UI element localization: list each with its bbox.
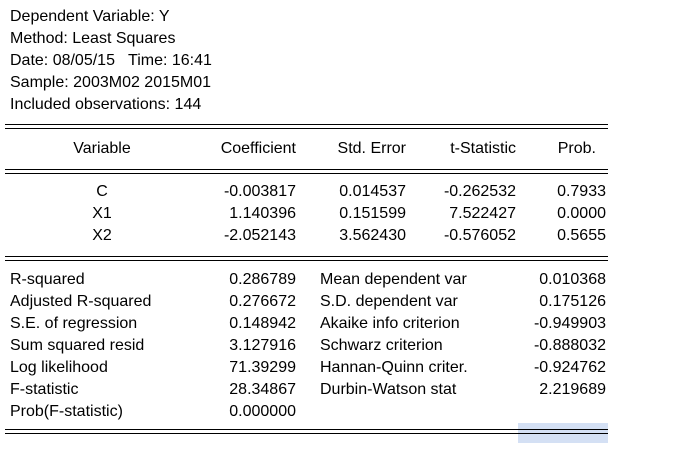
table-bottom-rule-2 — [5, 433, 608, 434]
stat-label: R-squared — [10, 271, 85, 288]
variable-cell: X1 — [92, 205, 112, 222]
stat-value: 3.127916 — [229, 337, 296, 354]
stat-value: 28.34867 — [229, 381, 296, 398]
stat-label: Mean dependent var — [320, 271, 467, 288]
std-error-cell: 0.014537 — [339, 183, 406, 200]
column-header-coefficient: Coefficient — [220, 140, 296, 157]
variable-cell: X2 — [92, 227, 112, 244]
stat-label: F-statistic — [10, 381, 79, 398]
t-statistic-cell: -0.262532 — [443, 183, 516, 200]
column-header-std-error: Std. Error — [337, 140, 406, 157]
stat-label: S.E. of regression — [10, 315, 138, 332]
stat-label: Adjusted R-squared — [10, 293, 152, 310]
std-error-cell: 3.562430 — [339, 227, 406, 244]
stat-value: 0.148942 — [229, 315, 296, 332]
stat-value: 0.276672 — [229, 293, 296, 310]
sample-line: Sample: 2003M02 2015M01 — [10, 74, 212, 91]
stat-value: 0.000000 — [229, 403, 296, 420]
t-statistic-cell: 7.522427 — [449, 205, 516, 222]
t-statistic-cell: -0.576052 — [443, 227, 516, 244]
stats-rule — [5, 256, 608, 257]
table-top-rule-2 — [5, 128, 608, 129]
table-bottom-rule — [5, 429, 608, 430]
date-time-line: Date: 08/05/15 Time: 16:41 — [10, 52, 212, 69]
variable-cell: C — [96, 183, 108, 200]
stat-label: Prob(F-statistic) — [10, 403, 123, 420]
stat-label: S.D. dependent var — [320, 293, 458, 310]
coefficient-cell: -0.003817 — [223, 183, 296, 200]
prob-cell: 0.7933 — [557, 183, 606, 200]
header-rule — [5, 169, 608, 170]
column-header-variable: Variable — [73, 140, 131, 157]
stat-value: 0.286789 — [229, 271, 296, 288]
std-error-cell: 0.151599 — [339, 205, 406, 222]
stat-label: Hannan-Quinn criter. — [320, 359, 468, 376]
stat-label: Schwarz criterion — [320, 337, 443, 354]
stat-value: 0.010368 — [539, 271, 606, 288]
stat-label: Sum squared resid — [10, 337, 145, 354]
stat-label: Akaike info criterion — [320, 315, 460, 332]
prob-cell: 0.5655 — [557, 227, 606, 244]
stat-value: 71.39299 — [229, 359, 296, 376]
dependent-variable-line: Dependent Variable: Y — [10, 8, 170, 25]
stat-label: Log likelihood — [10, 359, 108, 376]
coefficient-cell: 1.140396 — [229, 205, 296, 222]
method-line: Method: Least Squares — [10, 30, 176, 47]
prob-cell: 0.0000 — [557, 205, 606, 222]
observations-line: Included observations: 144 — [10, 96, 202, 113]
column-header-t-statistic: t-Statistic — [450, 140, 516, 157]
stats-rule-2 — [5, 260, 608, 261]
coefficient-cell: -2.052143 — [223, 227, 296, 244]
stat-value: -0.949903 — [533, 315, 606, 332]
header-rule-2 — [5, 173, 608, 174]
stat-value: 2.219689 — [539, 381, 606, 398]
stat-value: -0.888032 — [533, 337, 606, 354]
stat-label: Durbin-Watson stat — [320, 381, 457, 398]
table-top-rule — [5, 124, 608, 125]
column-header-prob: Prob. — [557, 140, 596, 157]
stat-value: -0.924762 — [533, 359, 606, 376]
stat-value: 0.175126 — [539, 293, 606, 310]
